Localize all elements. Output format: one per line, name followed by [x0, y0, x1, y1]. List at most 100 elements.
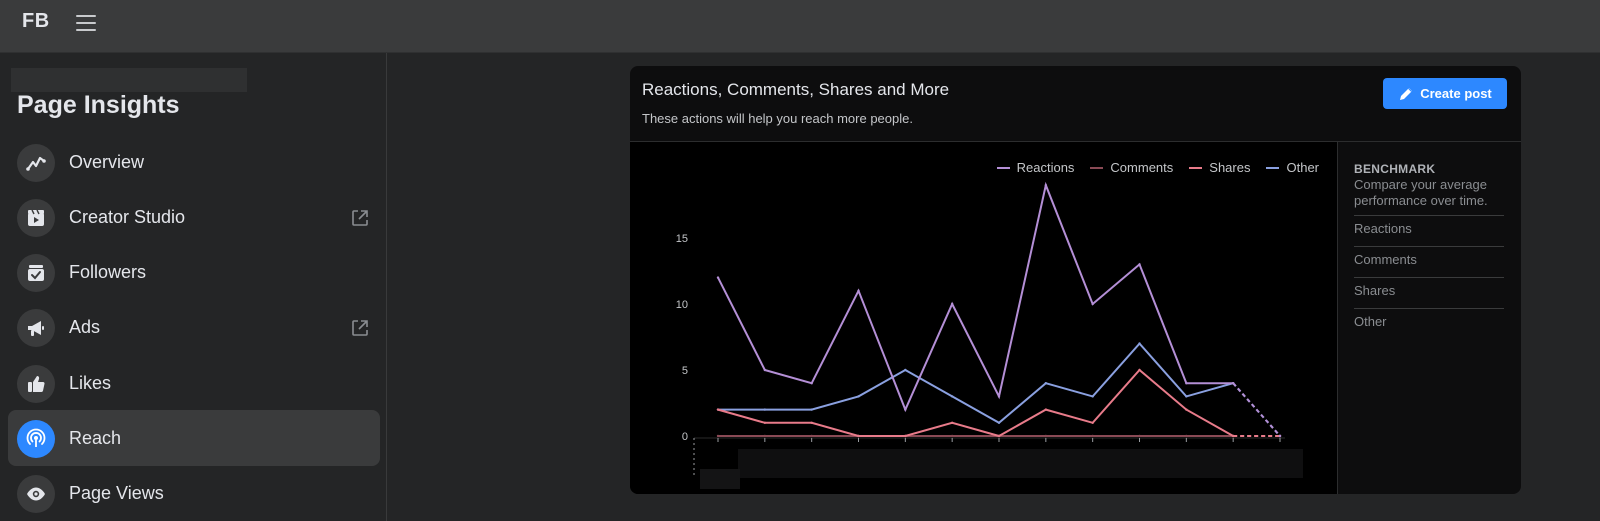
legend-item-reactions[interactable]: Reactions	[996, 160, 1075, 175]
sidebar-item-overview[interactable]: Overview	[8, 134, 380, 190]
page-title: Page Insights	[17, 91, 180, 119]
megaphone-icon	[17, 309, 55, 347]
app-logo[interactable]: FB	[22, 10, 50, 32]
data-point-shares[interactable]	[857, 434, 860, 438]
data-point-other[interactable]	[1185, 395, 1188, 398]
y-tick-label: 10	[676, 299, 688, 311]
data-point-shares[interactable]	[1231, 434, 1235, 438]
data-point-comments[interactable]	[1185, 434, 1188, 438]
redacted-page-name	[11, 68, 247, 92]
data-point-shares[interactable]	[904, 434, 907, 438]
legend-label: Other	[1286, 160, 1319, 175]
chart-legend: Reactions Comments Shares Other	[996, 160, 1319, 175]
data-point-shares[interactable]	[1091, 421, 1094, 424]
data-point-shares[interactable]	[763, 421, 767, 424]
data-point-reactions[interactable]	[716, 276, 720, 279]
data-point-shares[interactable]	[997, 434, 1001, 438]
data-point-reactions[interactable]	[1138, 263, 1141, 266]
data-point-reactions[interactable]	[857, 289, 860, 292]
clapperboard-icon	[17, 199, 55, 237]
legend-swatch	[1090, 166, 1104, 169]
data-point-reactions[interactable]	[810, 382, 813, 385]
data-point-comments[interactable]	[763, 434, 767, 438]
eye-icon	[17, 475, 55, 513]
followers-box-icon	[17, 254, 55, 292]
benchmark-item-other[interactable]: Other	[1354, 308, 1504, 339]
sidebar-item-creator-studio[interactable]: Creator Studio	[8, 189, 380, 245]
data-point-comments[interactable]	[716, 434, 720, 438]
benchmark-item-shares[interactable]: Shares	[1354, 277, 1504, 308]
sidebar-item-label: Overview	[69, 152, 145, 172]
data-point-reactions[interactable]	[1185, 382, 1188, 385]
data-point-shares[interactable]	[950, 421, 954, 424]
sidebar-item-followers[interactable]: Followers	[8, 244, 380, 300]
benchmark-item-reactions[interactable]: Reactions	[1354, 215, 1504, 246]
sidebar-item-likes[interactable]: Likes	[8, 355, 380, 411]
legend-item-comments[interactable]: Comments	[1090, 160, 1173, 175]
legend-swatch	[996, 166, 1010, 169]
data-point-shares[interactable]	[716, 408, 720, 411]
sidebar-item-page-views[interactable]: Page Views	[8, 465, 380, 521]
thumbs-up-icon	[17, 365, 55, 403]
data-point-comments[interactable]	[950, 434, 954, 438]
data-point-other[interactable]	[763, 408, 767, 411]
data-point-other[interactable]	[1138, 342, 1141, 345]
engagement-card: Reactions, Comments, Shares and More The…	[630, 66, 1521, 494]
pencil-icon	[1400, 87, 1413, 100]
data-point-comments[interactable]	[1044, 434, 1048, 438]
data-point-reactions[interactable]	[1044, 184, 1048, 187]
hamburger-menu-icon[interactable]	[76, 15, 96, 33]
data-point-other[interactable]	[904, 368, 907, 372]
data-point-comments[interactable]	[810, 434, 813, 438]
data-point-other[interactable]	[997, 421, 1001, 424]
sidebar-item-ads[interactable]: Ads	[8, 299, 380, 355]
sidebar-item-label: Likes	[69, 373, 112, 393]
benchmark-panel: BENCHMARK Compare your average performan…	[1337, 142, 1521, 494]
card-header: Reactions, Comments, Shares and More The…	[630, 66, 1521, 142]
data-point-shares[interactable]	[1138, 368, 1141, 372]
data-point-reactions[interactable]	[1278, 434, 1282, 438]
data-point-shares[interactable]	[1185, 408, 1188, 411]
benchmark-heading: BENCHMARK	[1354, 162, 1436, 176]
sidebar-item-reach[interactable]: Reach	[8, 410, 380, 466]
data-point-other[interactable]	[950, 395, 954, 398]
y-tick-label: 15	[676, 233, 688, 245]
sidebar-item-label: Creator Studio	[69, 207, 186, 227]
data-point-reactions[interactable]	[997, 395, 1001, 398]
create-post-label: Create post	[1420, 86, 1492, 101]
legend-label: Reactions	[1016, 160, 1075, 175]
data-point-shares[interactable]	[810, 421, 813, 424]
series-line-reactions[interactable]	[717, 181, 1234, 413]
legend-label: Comments	[1110, 160, 1174, 175]
redacted-x-axis-labels	[738, 449, 1303, 478]
legend-swatch	[1189, 166, 1203, 169]
data-point-reactions[interactable]	[1091, 302, 1094, 306]
data-point-reactions[interactable]	[950, 302, 954, 306]
data-point-other[interactable]	[857, 395, 860, 398]
data-point-comments[interactable]	[1091, 434, 1094, 438]
chart-area: 0 5 10 15 Reactions Comments Shares Other	[630, 142, 1337, 494]
data-point-other[interactable]	[810, 408, 813, 411]
data-point-other[interactable]	[1091, 395, 1094, 398]
benchmark-item-comments[interactable]: Comments	[1354, 246, 1504, 277]
data-point-comments[interactable]	[1138, 434, 1141, 438]
legend-item-shares[interactable]: Shares	[1189, 160, 1250, 175]
data-point-reactions[interactable]	[1231, 382, 1235, 385]
series-line-other[interactable]	[718, 342, 1234, 425]
y-tick-label: 0	[682, 431, 688, 443]
line-chart: 0 5 10 15	[676, 181, 1285, 476]
top-bar: FB	[0, 0, 1600, 53]
trend-line-icon	[17, 144, 55, 182]
data-point-shares[interactable]	[1044, 408, 1048, 411]
series-line-shares[interactable]	[717, 368, 1234, 438]
series-projection-reactions	[1232, 382, 1281, 437]
data-point-reactions[interactable]	[904, 408, 907, 411]
data-point-other[interactable]	[1044, 382, 1048, 385]
data-point-reactions[interactable]	[763, 368, 767, 372]
legend-item-other[interactable]: Other	[1266, 160, 1319, 175]
redacted-x-axis-label	[700, 469, 740, 489]
card-title: Reactions, Comments, Shares and More	[642, 80, 950, 99]
sidebar-item-label: Reach	[69, 428, 122, 448]
create-post-button[interactable]: Create post	[1383, 78, 1507, 109]
sidebar-item-label: Followers	[69, 262, 147, 282]
